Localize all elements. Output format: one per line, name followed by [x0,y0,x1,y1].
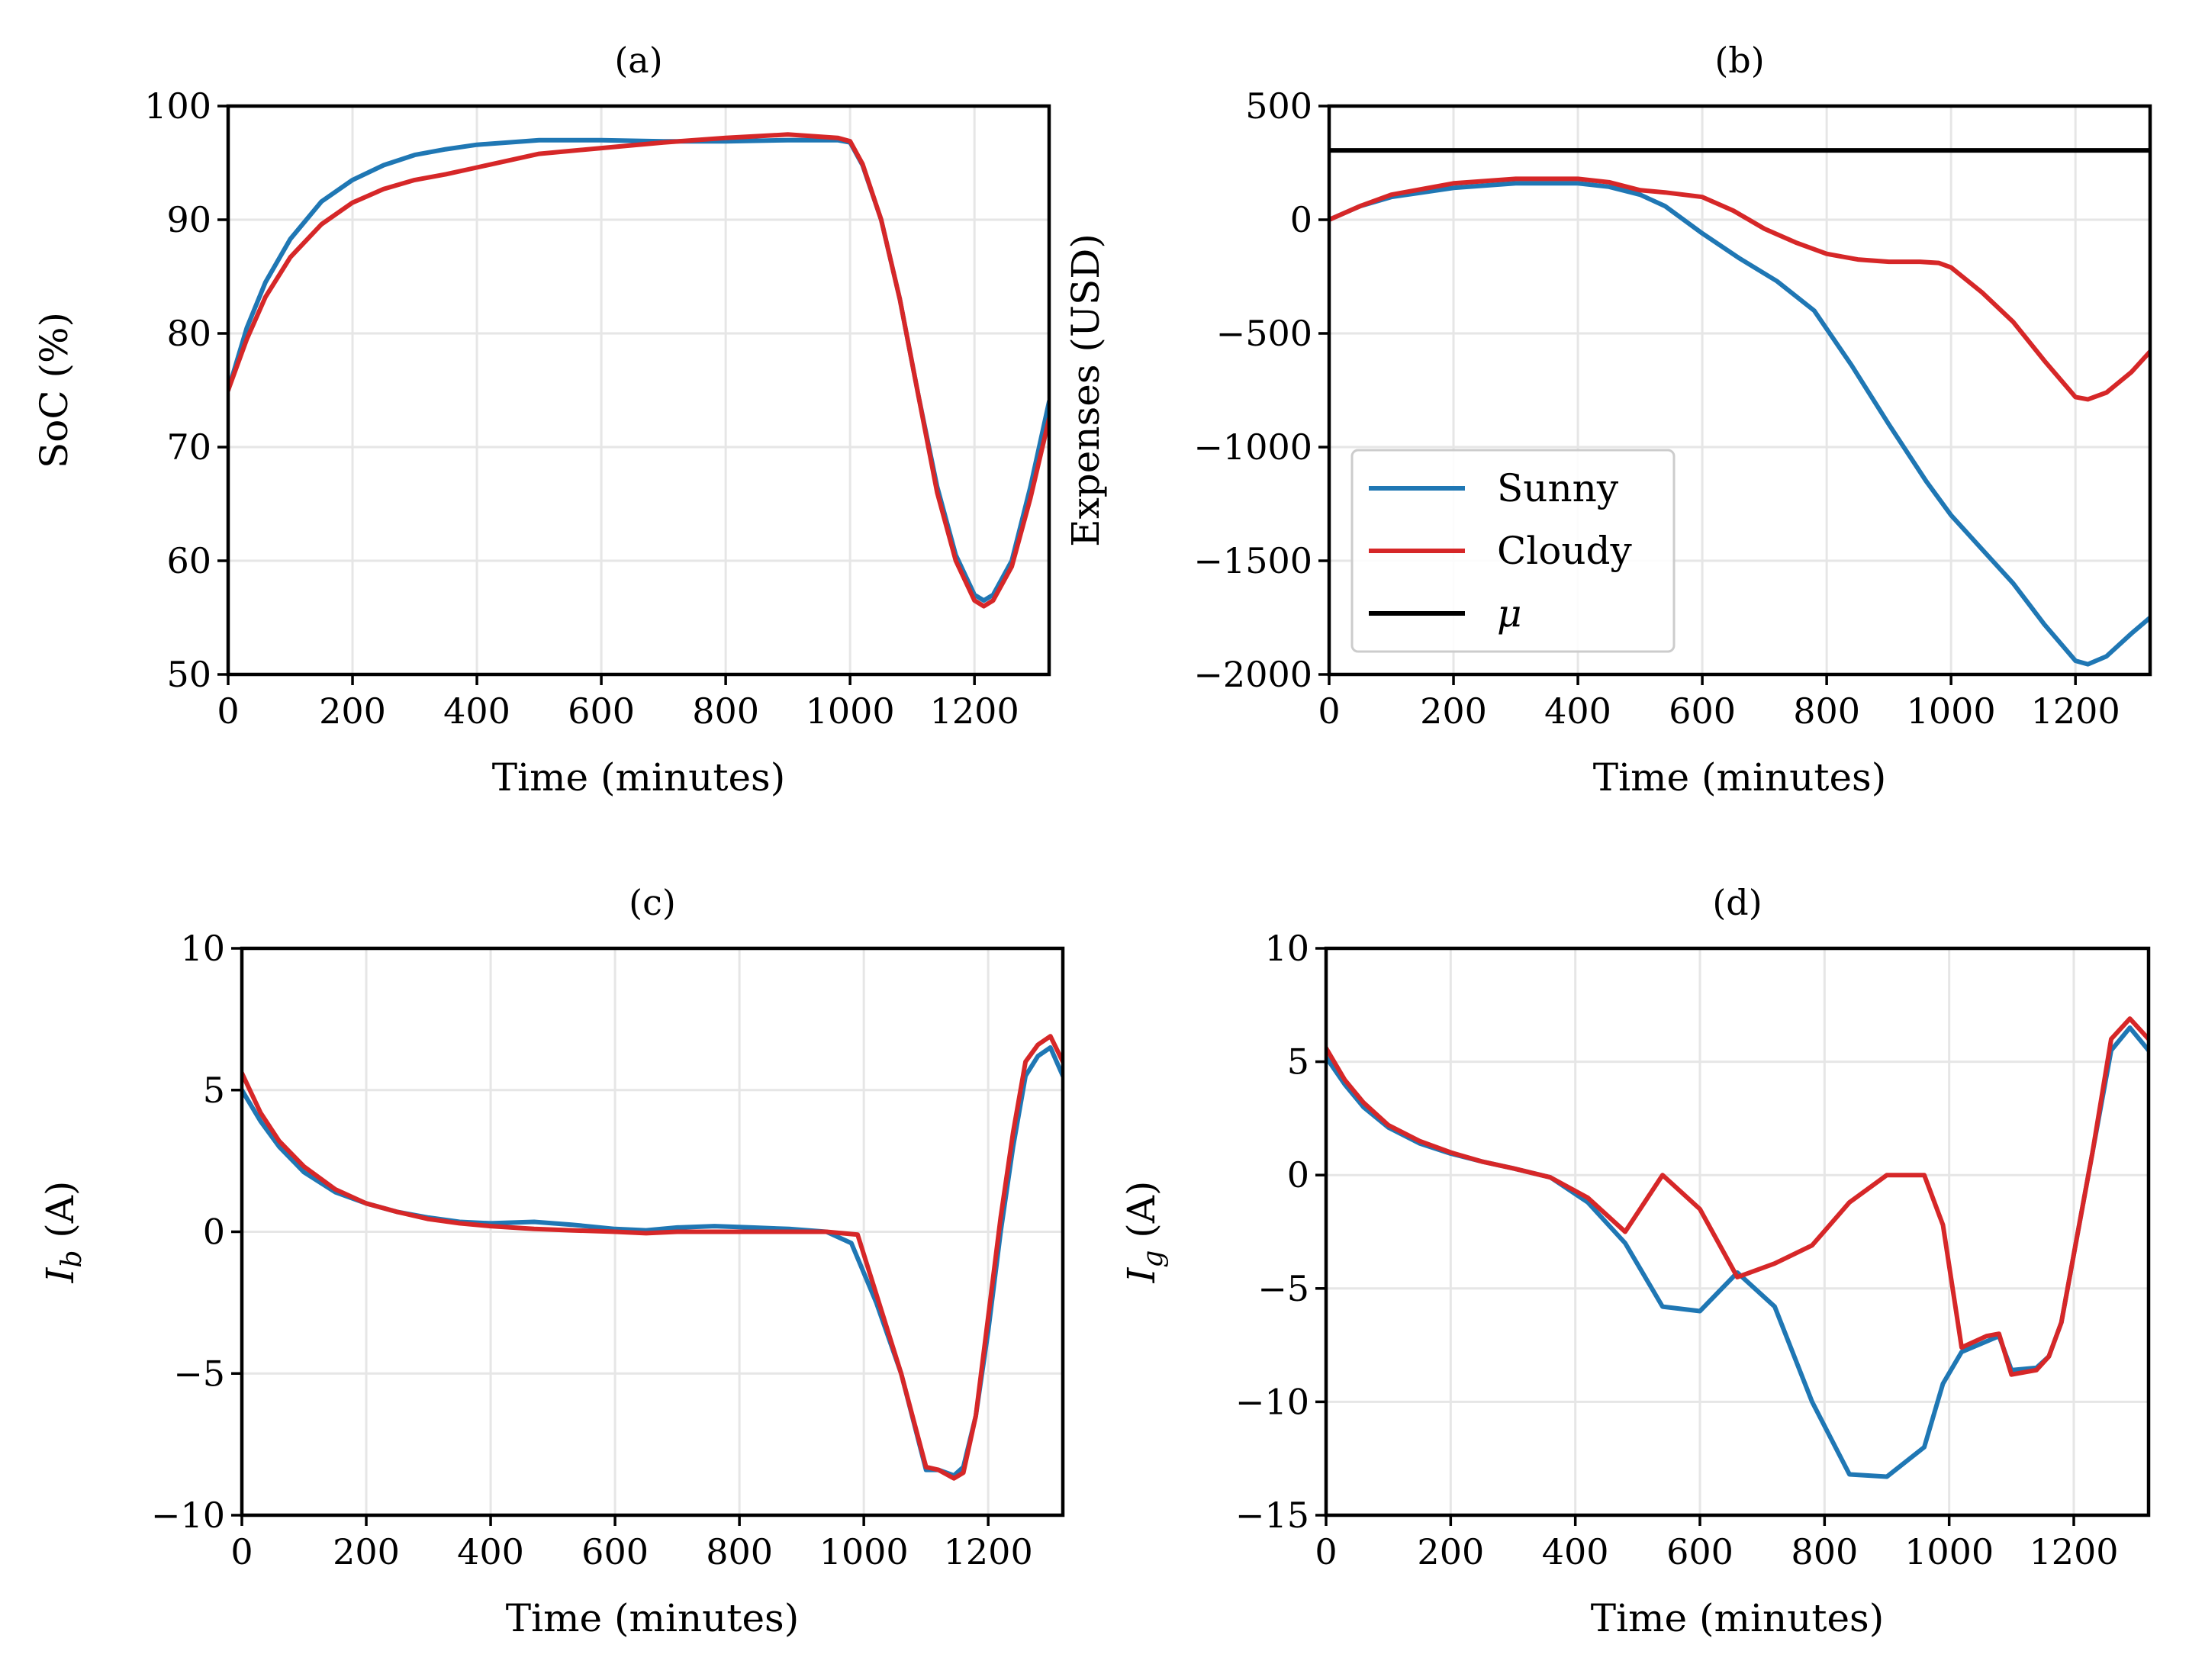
panel-a: 0 200 400 600 800 1000 1200 50 60 70 80 90 100 (a) Tim… [32,40,1051,800]
x-tick-label: 600 [1666,1531,1733,1572]
y-axis-label: Ig (A) [1119,1181,1169,1284]
y-tick-label: −15 [1235,1495,1309,1536]
x-tick-label: 1200 [930,690,1019,732]
y-tick-label: 5 [1287,1041,1309,1083]
panel-c: 0 200 400 600 800 1000 1200 −10 −5 0 5 10 (c) Time (m… [38,882,1065,1640]
x-tick-label: 800 [1791,1531,1858,1572]
y-tick-label: 0 [1290,199,1312,240]
x-tick-label: 0 [217,690,239,732]
y-tick-label: −1500 [1193,540,1312,581]
x-tick-label: 400 [443,690,510,732]
x-tick-label: 1200 [2029,1531,2118,1572]
y-axis-label: Ib (A) [38,1181,88,1284]
x-tick-label: 200 [1420,690,1487,732]
x-tick-label: 1200 [944,1531,1033,1572]
y-tick-label: 5 [203,1070,225,1111]
panel-d: 0 200 400 600 800 1000 1200 −15 −10 −5 0 5 10 (d) Time… [1119,882,2151,1640]
y-tick-label: −500 [1216,313,1312,354]
x-tick-label: 400 [1544,690,1611,732]
y-tick-label: −2000 [1193,654,1312,695]
x-tick-label: 400 [457,1531,524,1572]
x-tick-label: 800 [706,1531,773,1572]
y-tick-label: 10 [1264,928,1309,969]
y-tick-label: −5 [173,1353,225,1394]
panel-title: (d) [1712,882,1762,923]
x-axis-label: Time (minutes) [1593,755,1886,800]
series-line-cloudy [228,132,1049,609]
x-tick-label: 1000 [819,1531,909,1572]
y-tick-label: −1000 [1193,426,1312,468]
y-axis-label: SoC (%) [32,312,76,468]
x-tick-label: 200 [333,1531,400,1572]
plot-frame [1327,104,2152,677]
legend: Sunny Cloudy μ [1350,449,1676,653]
x-tick-label: 600 [1669,690,1736,732]
y-tick-label: 500 [1245,85,1312,127]
series-line-cloudy [242,1034,1063,1481]
y-tick-label: 0 [1287,1154,1309,1196]
y-tick-label: 90 [166,199,211,240]
x-tick-label: 0 [230,1531,253,1572]
x-axis-label: Time (minutes) [506,1596,799,1640]
x-tick-label: 800 [1793,690,1860,732]
series-line-cloudy [1326,1016,2149,1377]
series-line-sunny [228,137,1049,603]
plot-frame [1324,946,2151,1517]
legend-label: μ [1497,591,1522,636]
x-tick-label: 800 [692,690,759,732]
y-tick-label: 0 [203,1212,225,1253]
x-tick-label: 1200 [2031,690,2120,732]
x-tick-label: 600 [568,690,635,732]
x-tick-label: 1000 [806,690,895,732]
y-tick-label: −10 [151,1495,225,1536]
y-tick-label: −5 [1257,1268,1309,1309]
y-tick-label: 80 [166,313,211,354]
panel-b: 0 200 400 600 800 1000 1200 −2000 −1500 −1000 −500… [1064,40,2152,800]
y-tick-label: 60 [166,540,211,581]
y-tick-label: 70 [166,426,211,468]
panel-title: (a) [614,40,662,81]
x-tick-label: 0 [1318,690,1340,732]
x-tick-label: 1000 [1904,1531,1994,1572]
legend-box [1350,449,1676,653]
y-tick-label: −10 [1235,1381,1309,1422]
x-tick-label: 200 [1417,1531,1484,1572]
y-axis-label: Expenses (USD) [1064,233,1108,547]
series-line-cloudy [1329,176,2150,402]
x-tick-label: 600 [581,1531,649,1572]
legend-label: Sunny [1497,466,1619,510]
panel-title: (b) [1714,40,1764,81]
x-tick-label: 1000 [1907,690,1996,732]
panel-title: (c) [629,882,676,923]
series-line-sunny [1329,181,2150,667]
x-tick-label: 0 [1315,1531,1337,1572]
plot-frame [226,104,1051,677]
x-tick-label: 200 [319,690,386,732]
y-tick-label: 50 [166,654,211,695]
x-axis-label: Time (minutes) [492,755,785,800]
y-tick-label: 100 [144,85,211,127]
x-axis-label: Time (minutes) [1591,1596,1884,1640]
y-tick-label: 10 [180,928,225,969]
series-line-sunny [1326,1025,2149,1479]
legend-label: Cloudy [1497,529,1633,573]
series-line-sunny [242,1045,1063,1478]
x-tick-label: 400 [1542,1531,1609,1572]
